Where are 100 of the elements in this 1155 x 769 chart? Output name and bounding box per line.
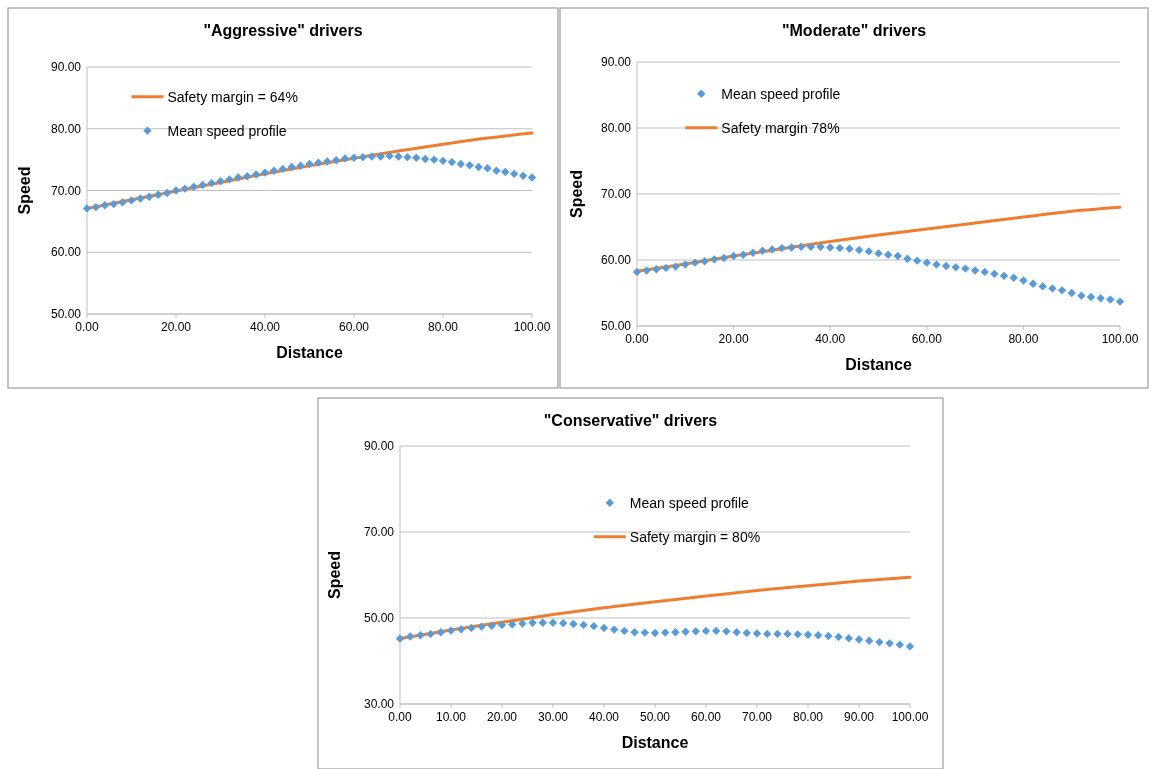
point: [875, 637, 884, 647]
point: [207, 178, 216, 188]
x-tick-label: 100.00: [891, 710, 929, 724]
point: [436, 627, 445, 637]
x-tick-label: 60.00: [690, 710, 722, 724]
point: [691, 627, 700, 636]
point: [487, 621, 496, 630]
point: [712, 626, 721, 636]
point: [874, 249, 883, 258]
point: [438, 156, 448, 166]
point: [367, 152, 376, 161]
y-tick-label: 80.00: [50, 121, 82, 136]
point: [752, 629, 762, 638]
point: [305, 159, 314, 169]
point: [412, 153, 421, 162]
point: [189, 182, 198, 191]
point: [198, 180, 207, 190]
chart-title: "Moderate" drivers: [781, 22, 927, 39]
x-tick-label: 10.00: [435, 710, 467, 724]
point: [82, 204, 92, 213]
point: [941, 261, 951, 271]
point: [1009, 273, 1018, 283]
point: [1077, 291, 1086, 300]
x-tick-label: 90.00: [843, 710, 875, 724]
point: [739, 250, 748, 259]
point: [1106, 295, 1115, 304]
point: [970, 266, 980, 275]
point: [456, 159, 465, 169]
point: [314, 158, 323, 167]
point: [700, 257, 709, 266]
point: [234, 173, 243, 182]
point: [340, 154, 350, 163]
point: [100, 201, 109, 210]
y-tick-label: 90.00: [600, 55, 632, 70]
point: [579, 620, 588, 630]
y-tick-label: 70.00: [363, 525, 395, 540]
point: [118, 198, 127, 207]
point: [278, 164, 287, 174]
x-tick-label: 30.00: [537, 710, 569, 724]
x-tick-label: 80.00: [792, 710, 824, 724]
point: [690, 258, 700, 267]
point: [323, 157, 332, 166]
point: [508, 620, 517, 629]
point: [652, 265, 661, 274]
y-tick-label: 80.00: [600, 121, 632, 136]
point: [783, 629, 792, 639]
point: [895, 640, 904, 649]
point: [864, 247, 874, 256]
legend-label: Safety margin = 64%: [167, 88, 298, 105]
y-axis-title: Speed: [568, 169, 585, 219]
point: [999, 271, 1009, 281]
point: [180, 184, 190, 193]
x-axis-title: Distance: [276, 344, 343, 361]
y-tick-label: 30.00: [363, 697, 395, 712]
point: [1086, 292, 1096, 302]
point: [768, 245, 777, 254]
x-tick-label: 40.00: [249, 320, 281, 334]
point: [1067, 288, 1076, 298]
point: [492, 166, 501, 175]
point: [1115, 297, 1125, 306]
point: [650, 628, 660, 638]
y-tick-label: 90.00: [363, 439, 395, 454]
point: [518, 619, 527, 628]
point: [632, 267, 642, 277]
point: [640, 628, 649, 637]
x-axis-title: Distance: [845, 356, 912, 373]
point: [548, 618, 558, 627]
point: [661, 628, 670, 637]
point: [406, 632, 415, 641]
point: [474, 162, 483, 172]
point: [803, 630, 813, 639]
point: [243, 172, 252, 181]
point: [824, 631, 833, 641]
point: [127, 196, 136, 205]
point: [758, 246, 767, 255]
point: [722, 627, 731, 636]
point: [528, 618, 537, 627]
x-tick-label: 20.00: [486, 710, 518, 724]
point: [447, 157, 457, 167]
point: [787, 243, 796, 252]
point: [510, 169, 519, 179]
point: [620, 626, 629, 636]
point: [797, 242, 806, 251]
chart-title: "Aggressive" drivers: [203, 22, 363, 39]
point: [742, 628, 751, 638]
y-tick-label: 60.00: [600, 253, 632, 268]
point: [358, 152, 368, 162]
y-tick-label: 50.00: [50, 307, 82, 322]
y-tick-label: 90.00: [50, 60, 82, 75]
point: [457, 624, 466, 634]
point: [559, 618, 568, 628]
point: [518, 171, 528, 180]
point: [497, 620, 507, 630]
point: [814, 631, 823, 640]
point: [154, 190, 163, 200]
x-tick-label: 20.00: [718, 332, 749, 346]
point: [845, 244, 854, 253]
point: [477, 622, 486, 631]
point: [1096, 294, 1105, 303]
point: [932, 260, 941, 269]
